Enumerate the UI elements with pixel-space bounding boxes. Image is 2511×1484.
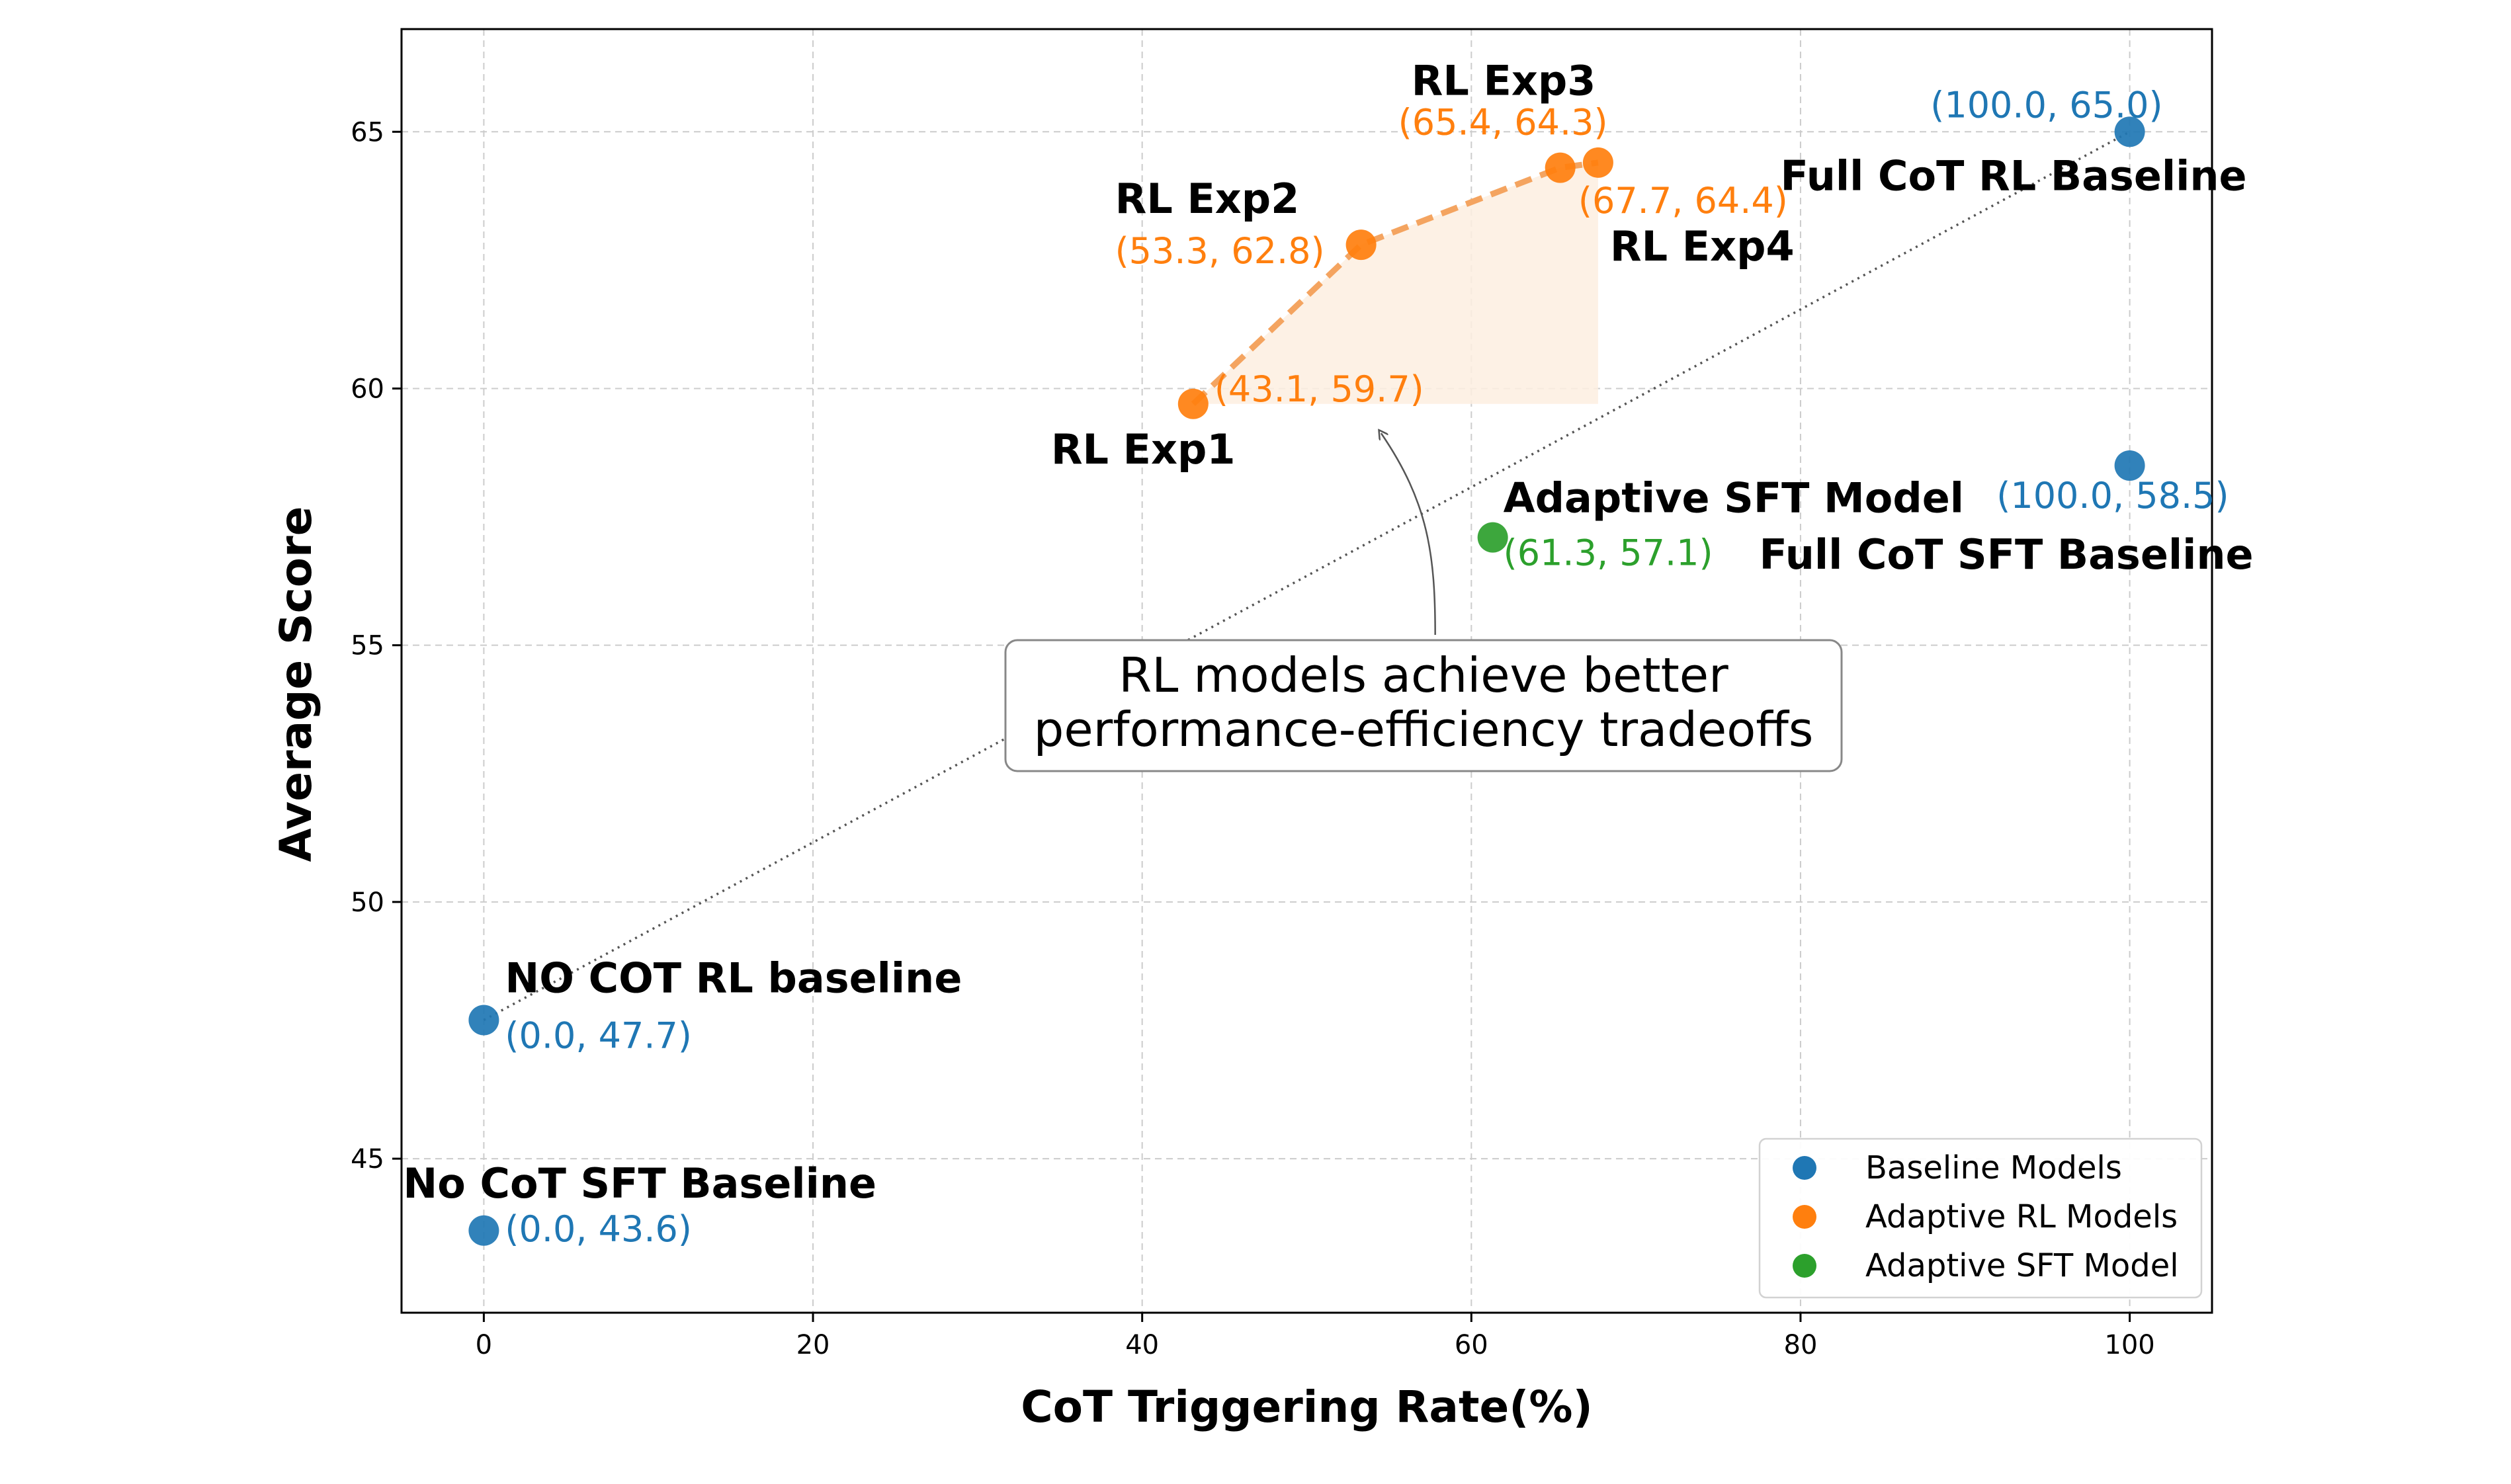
y-tick-label: 65 (351, 117, 384, 147)
annotation-box (1004, 639, 1843, 772)
y-tick-label: 55 (351, 631, 384, 661)
legend-label: Baseline Models (1865, 1149, 2122, 1186)
point-coord-label: (100.0, 65.0) (1930, 84, 2162, 126)
x-tick-label: 0 (476, 1330, 492, 1360)
point-coord-label: (0.0, 43.6) (505, 1208, 692, 1250)
data-point (1582, 147, 1613, 178)
rl-shaded-region (1193, 162, 1598, 404)
point-coord-label: (0.0, 47.7) (505, 1014, 692, 1056)
x-axis-title: CoT Triggering Rate(%) (1021, 1381, 1592, 1432)
legend-marker (1793, 1254, 1816, 1278)
x-tick-label: 100 (2104, 1330, 2154, 1360)
plot-frame (400, 28, 2213, 1314)
point-coord-label: (61.3, 57.1) (1504, 532, 1713, 574)
rl-dashed-line (1191, 159, 1599, 407)
data-point (2114, 450, 2145, 481)
point-coord-label: (43.1, 59.7) (1214, 368, 1424, 410)
reference-dotted-line (483, 130, 2131, 1021)
y-tick-label: 60 (351, 374, 384, 404)
x-tick-label: 80 (1784, 1330, 1818, 1360)
point-label: RL Exp2 (1115, 175, 1300, 223)
point-label: NO COT RL baseline (505, 954, 962, 1002)
data-point (468, 1005, 499, 1036)
point-label: RL Exp4 (1610, 222, 1795, 270)
x-tick-label: 60 (1455, 1330, 1488, 1360)
point-label: Full CoT SFT Baseline (1759, 530, 2253, 579)
data-point (1477, 522, 1508, 553)
legend-marker (1793, 1156, 1816, 1180)
legend-box (1758, 1137, 2203, 1299)
data-point (1177, 388, 1209, 419)
point-coord-label: (65.4, 64.3) (1398, 102, 1608, 144)
point-label: Full CoT RL Baseline (1781, 151, 2247, 200)
data-point (2114, 116, 2145, 147)
annotation-arrow (1381, 433, 1436, 636)
annotation-line-1: RL models achieve better (1119, 647, 1728, 703)
annotation-line-2: performance-efficiency tradeoffs (1034, 702, 1814, 757)
point-label: No CoT SFT Baseline (403, 1159, 876, 1208)
legend-marker (1793, 1205, 1816, 1229)
point-label: Adaptive SFT Model (1504, 474, 1964, 522)
x-tick-label: 20 (796, 1330, 830, 1360)
point-coord-label: (53.3, 62.8) (1115, 230, 1325, 272)
legend-label: Adaptive SFT Model (1865, 1247, 2179, 1284)
data-point (1545, 152, 1576, 183)
point-coord-label: (67.7, 64.4) (1578, 180, 1788, 222)
y-axis-title: Average Score (271, 507, 321, 862)
point-label: RL Exp3 (1412, 57, 1596, 105)
point-coord-label: (100.0, 58.5) (1996, 475, 2229, 516)
y-tick-label: 50 (351, 887, 384, 918)
point-label: RL Exp1 (1051, 425, 1236, 474)
x-tick-label: 40 (1125, 1330, 1159, 1360)
data-point (468, 1215, 499, 1246)
y-tick-label: 45 (351, 1144, 384, 1175)
legend-label: Adaptive RL Models (1865, 1198, 2178, 1235)
data-point (1345, 229, 1377, 261)
